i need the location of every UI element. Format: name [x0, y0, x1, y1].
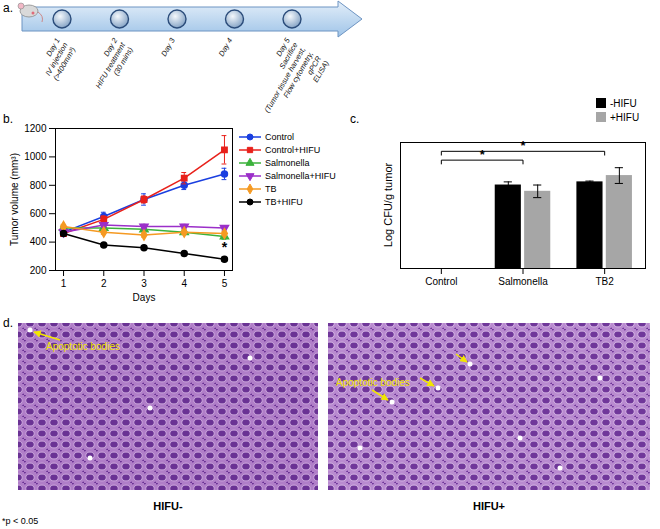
svg-text:*: *	[480, 147, 486, 162]
svg-text:2: 2	[101, 278, 107, 289]
svg-text:Days: Days	[133, 292, 156, 303]
svg-text:4: 4	[181, 278, 187, 289]
html-text:d.: d.	[3, 316, 13, 330]
svg-text:Day 3: Day 3	[159, 36, 177, 58]
svg-text:HIFU+: HIFU+	[473, 500, 505, 512]
svg-text:Day 2HIFU treatment(30 mins): Day 2HIFU treatment(30 mins)	[86, 36, 135, 95]
svg-text:*: *	[222, 239, 228, 255]
svg-text:Apoptotic bodies: Apoptotic bodies	[336, 377, 410, 388]
svg-text:Day 5Sacrifice(Tumor tissue ha: Day 5Sacrifice(Tumor tissue harvest,Flow…	[247, 36, 331, 128]
svg-text:3: 3	[141, 278, 147, 289]
svg-text:800: 800	[30, 180, 47, 191]
svg-text:400: 400	[30, 236, 47, 247]
html-text:TB: TB	[265, 183, 277, 194]
svg-text:Apoptotic bodies: Apoptotic bodies	[46, 341, 120, 352]
html-text:b.: b.	[3, 112, 13, 126]
svg-text:TB2: TB2	[595, 276, 614, 287]
svg-text:Salmonella: Salmonella	[498, 276, 548, 287]
svg-text:Tumor volume (mm³): Tumor volume (mm³)	[9, 153, 20, 246]
html-text:+HIFU: +HIFU	[610, 111, 640, 123]
svg-text:*p < 0.05: *p < 0.05	[2, 516, 38, 526]
html-text:-HIFU: -HIFU	[610, 97, 637, 109]
svg-text:200: 200	[30, 265, 47, 276]
svg-text:1: 1	[61, 278, 67, 289]
svg-text:*: *	[520, 138, 526, 153]
svg-text:5: 5	[222, 278, 228, 289]
svg-text:1000: 1000	[24, 151, 47, 162]
svg-text:Control: Control	[425, 276, 457, 287]
html-text:Log CFU/g tumor: Log CFU/g tumor	[382, 162, 394, 248]
html-text:TB+HIFU: TB+HIFU	[265, 196, 303, 207]
html-text:Salmonella+HIFU: Salmonella+HIFU	[265, 170, 336, 181]
html-text:Salmonella: Salmonella	[265, 157, 310, 168]
svg-text:600: 600	[30, 208, 47, 219]
svg-text:1200: 1200	[24, 123, 47, 134]
svg-text:Day 1IV injection(>400mm³): Day 1IV injection(>400mm³)	[35, 36, 77, 82]
svg-text:HIFU-: HIFU-	[153, 500, 183, 512]
html-text:a.: a.	[3, 1, 13, 15]
html-text:c.: c.	[350, 112, 360, 126]
html-text:Control: Control	[265, 131, 294, 142]
svg-text:Day 4: Day 4	[217, 37, 235, 58]
html-text:Control+HIFU: Control+HIFU	[265, 144, 321, 155]
